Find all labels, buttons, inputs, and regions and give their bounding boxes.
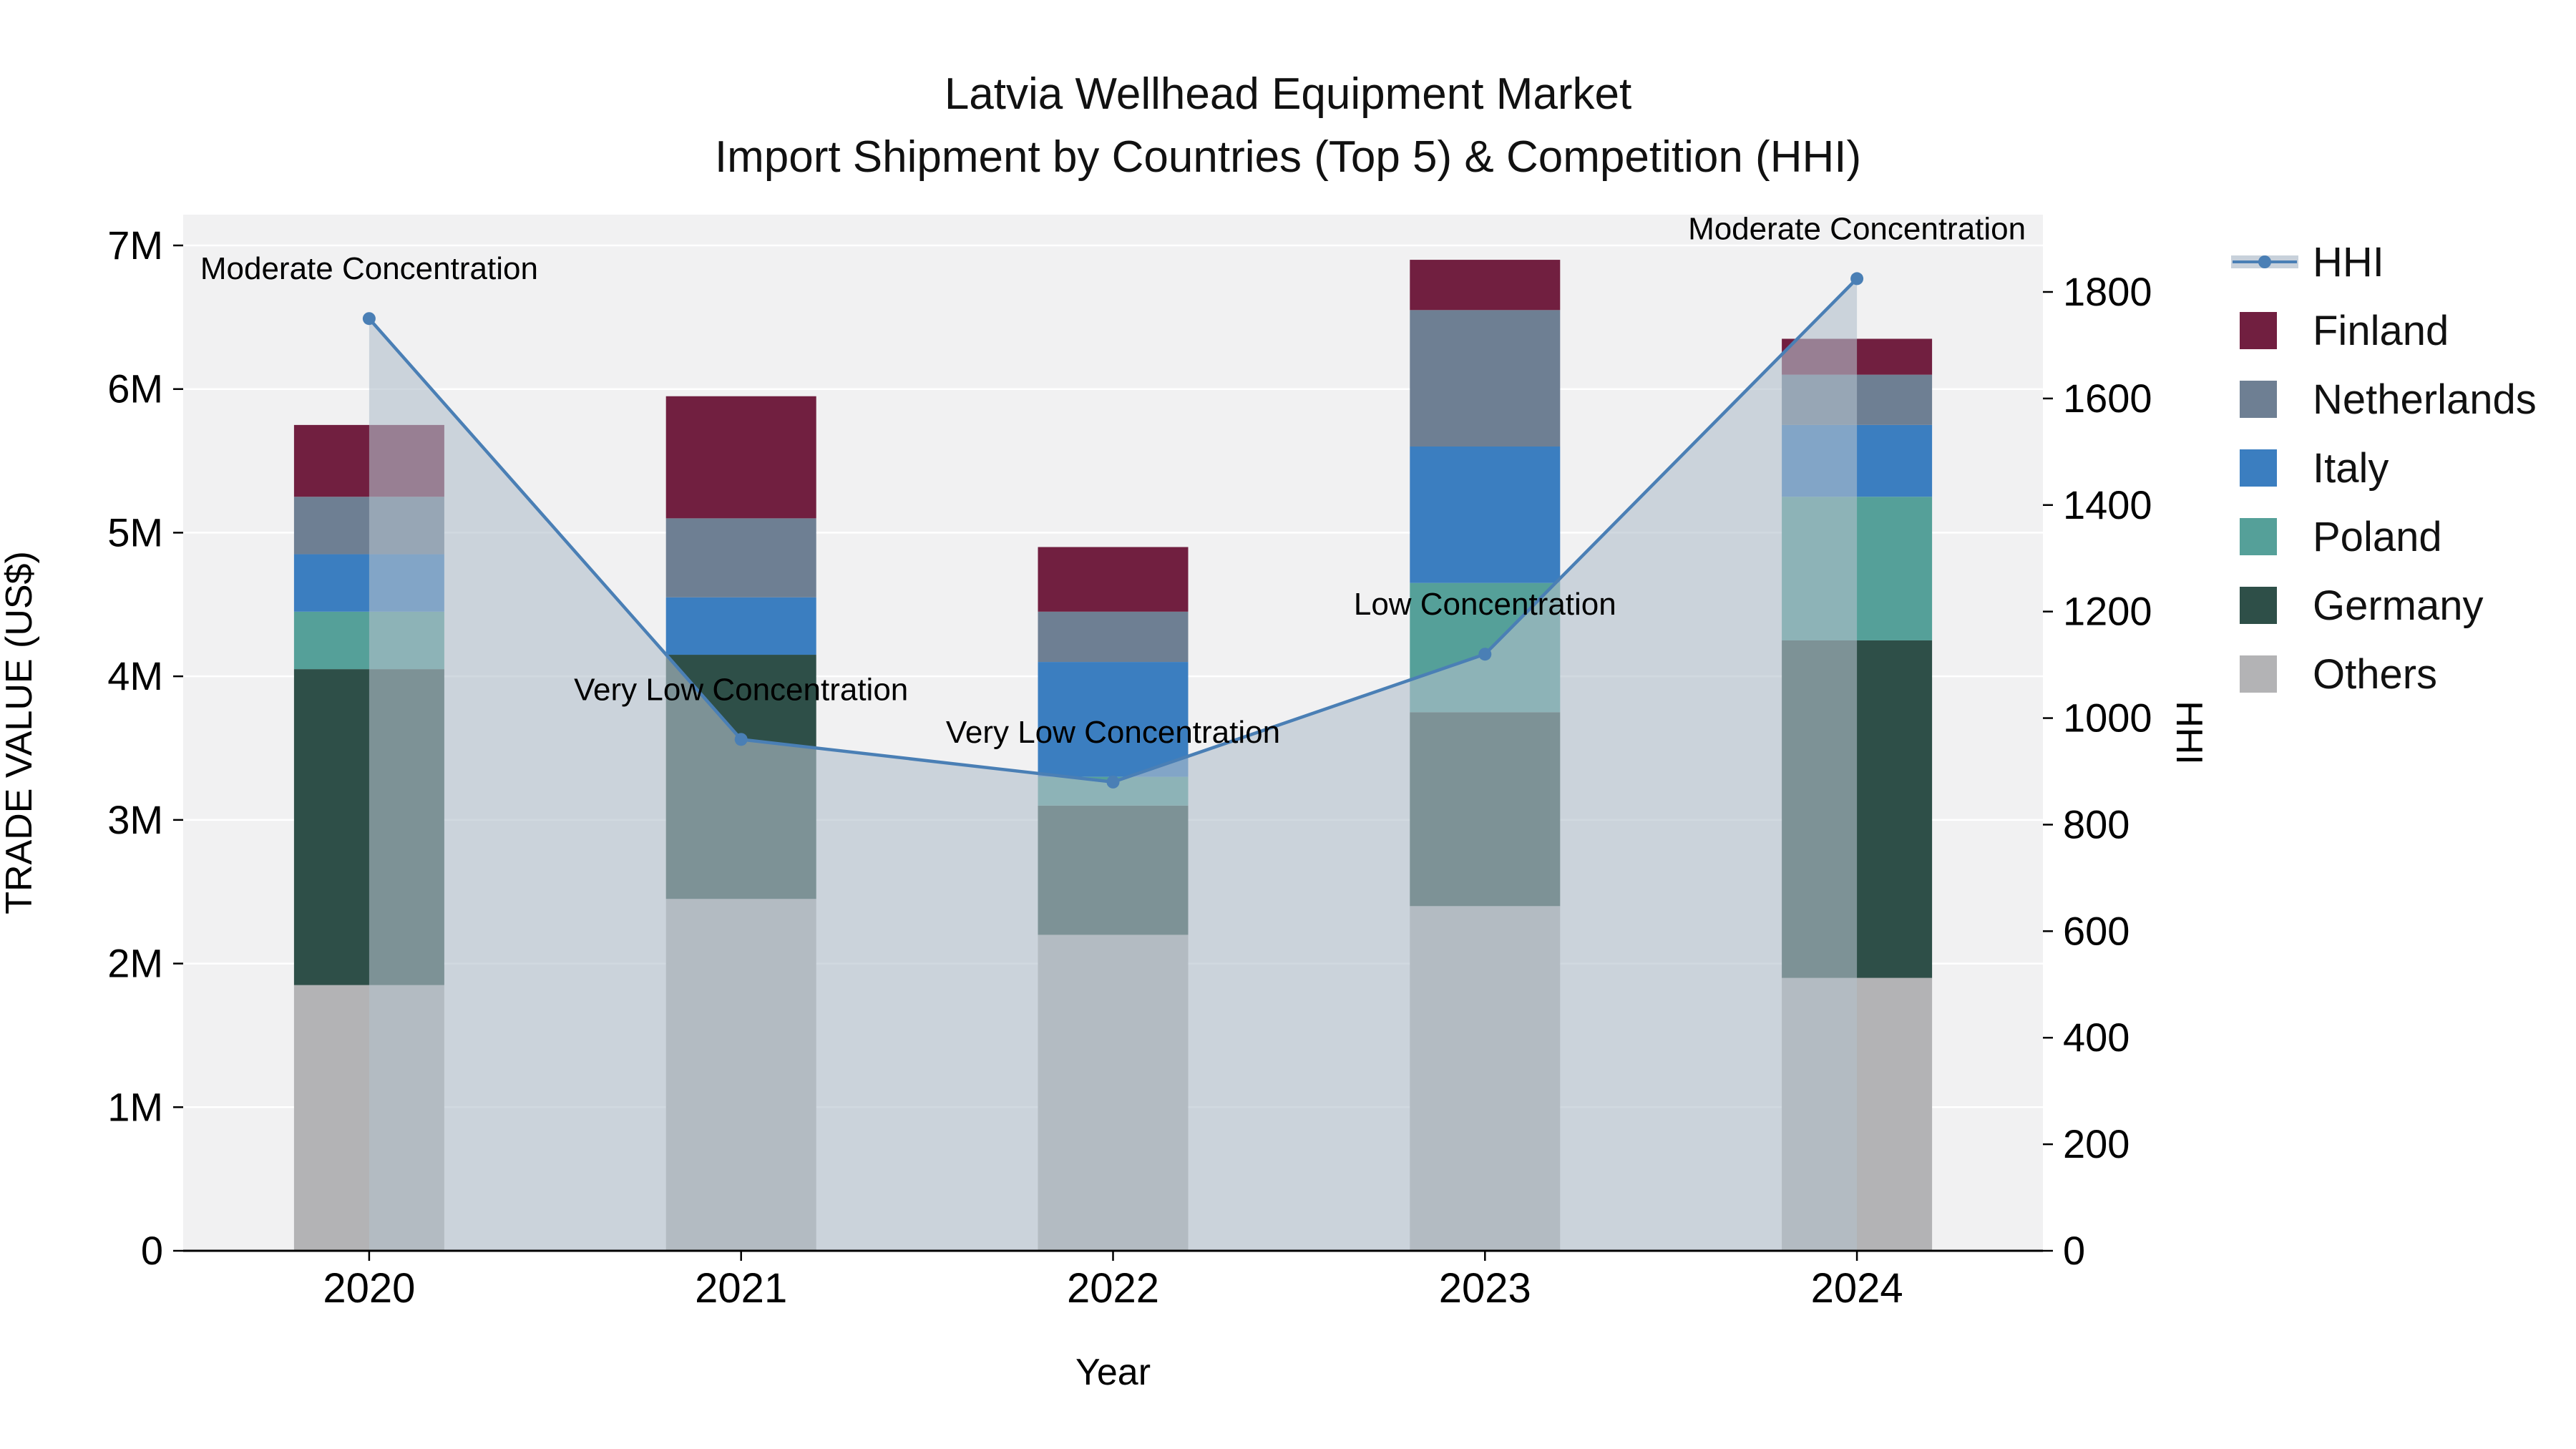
- x-axis-title: Year: [1075, 1352, 1151, 1393]
- legend-swatch-finland: [2240, 312, 2277, 349]
- y-axis-tick-label: 2M: [107, 941, 163, 986]
- x-axis-tick-label-2021: 2021: [695, 1265, 787, 1312]
- bar-segment-finland-2022: [1038, 547, 1189, 612]
- legend-swatch-wrap: [2231, 312, 2298, 349]
- hhi-marker-2024: [1850, 272, 1864, 286]
- y2-axis-tick-label: 600: [2063, 908, 2129, 953]
- y2-axis-tick-label: 0: [2063, 1228, 2085, 1273]
- legend-label-poland: Poland: [2313, 513, 2442, 560]
- legend-item-italy: Italy: [2231, 445, 2537, 492]
- legend-label-others: Others: [2313, 650, 2438, 698]
- x-axis-tick-label-2023: 2023: [1439, 1265, 1531, 1312]
- y-axis-tick-label: 6M: [107, 366, 163, 411]
- legend-swatch-netherlands: [2240, 381, 2277, 418]
- y2-axis-tick-label: 200: [2063, 1121, 2129, 1166]
- hhi-marker-2021: [734, 733, 748, 746]
- hhi-area: [369, 278, 1858, 1251]
- x-axis-tick-label-2020: 2020: [323, 1265, 415, 1312]
- legend-item-poland: Poland: [2231, 514, 2537, 560]
- bar-segment-netherlands-2023: [1410, 310, 1561, 447]
- y2-axis-title: HHI: [2168, 701, 2210, 765]
- y-axis-title: TRADE VALUE (US$): [0, 551, 40, 914]
- annotation-2024: Moderate Concentration: [1688, 211, 2026, 246]
- legend-label-netherlands: Netherlands: [2313, 376, 2537, 423]
- y-axis-tick-label: 3M: [107, 797, 163, 842]
- y2-axis-tick-label: 1200: [2063, 589, 2152, 634]
- annotation-2020: Moderate Concentration: [200, 251, 538, 286]
- legend-item-others: Others: [2231, 651, 2537, 698]
- bar-segment-italy-2023: [1410, 447, 1561, 583]
- bar-segment-italy-2021: [665, 597, 816, 655]
- y2-axis-tick-label: 1400: [2063, 482, 2152, 527]
- bar-segment-netherlands-2021: [665, 518, 816, 597]
- chart-legend: HHI Finland Netherlands Italy Poland Germany O…: [2231, 239, 2537, 698]
- legend-swatch-others: [2240, 655, 2277, 693]
- chart-title-line1: Latvia Wellhead Equipment Market: [944, 69, 1632, 119]
- legend-swatch-wrap: [2231, 587, 2298, 624]
- annotation-2021: Very Low Concentration: [574, 672, 908, 707]
- legend-swatch-wrap: [2231, 655, 2298, 693]
- hhi-line-legend-glyph: [2231, 243, 2298, 281]
- bar-segment-finland-2023: [1410, 260, 1561, 311]
- bar-segment-netherlands-2022: [1038, 611, 1189, 663]
- legend-swatch-wrap: [2231, 518, 2298, 555]
- annotation-2023: Low Concentration: [1354, 587, 1616, 622]
- y2-axis-tick-label: 1600: [2063, 376, 2152, 421]
- chart-title: Latvia Wellhead Equipment Market Import …: [0, 63, 2576, 189]
- legend-item-finland: Finland: [2231, 308, 2537, 354]
- hhi-legend-icon: [2231, 255, 2298, 268]
- legend-label-germany: Germany: [2313, 582, 2484, 629]
- legend-item-hhi: HHI: [2231, 239, 2537, 286]
- legend-label-finland: Finland: [2313, 307, 2449, 354]
- legend-item-germany: Germany: [2231, 582, 2537, 629]
- y-axis-tick-label: 7M: [107, 223, 163, 268]
- legend-label-italy: Italy: [2313, 444, 2389, 492]
- y-axis-tick-label: 4M: [107, 653, 163, 698]
- legend-swatch-wrap: [2231, 381, 2298, 418]
- hhi-marker-2023: [1478, 648, 1492, 661]
- hhi-marker-2020: [362, 312, 376, 326]
- y2-axis-tick-label: 400: [2063, 1015, 2129, 1060]
- y-axis-tick-label: 0: [141, 1228, 163, 1273]
- y2-axis-tick-label: 1000: [2063, 696, 2152, 741]
- y2-axis-tick-label: 800: [2063, 801, 2129, 847]
- legend-label-hhi: HHI: [2313, 238, 2384, 286]
- legend-swatch-germany: [2240, 587, 2277, 624]
- annotation-2022: Very Low Concentration: [946, 715, 1280, 750]
- legend-swatch-italy: [2240, 449, 2277, 487]
- chart-title-line2: Import Shipment by Countries (Top 5) & C…: [714, 132, 1862, 182]
- bar-segment-finland-2021: [665, 396, 816, 519]
- legend-swatch-poland: [2240, 518, 2277, 555]
- x-axis-tick-label-2022: 2022: [1067, 1265, 1159, 1312]
- hhi-marker-2022: [1106, 775, 1120, 789]
- x-axis-tick-label-2024: 2024: [1811, 1265, 1903, 1312]
- bar-segment-italy-2022: [1038, 662, 1189, 777]
- legend-swatch-wrap: [2231, 449, 2298, 487]
- legend-item-netherlands: Netherlands: [2231, 376, 2537, 423]
- y-axis-tick-label: 5M: [107, 509, 163, 555]
- y2-axis-tick-label: 1800: [2063, 269, 2152, 314]
- y-axis-tick-label: 1M: [107, 1084, 163, 1129]
